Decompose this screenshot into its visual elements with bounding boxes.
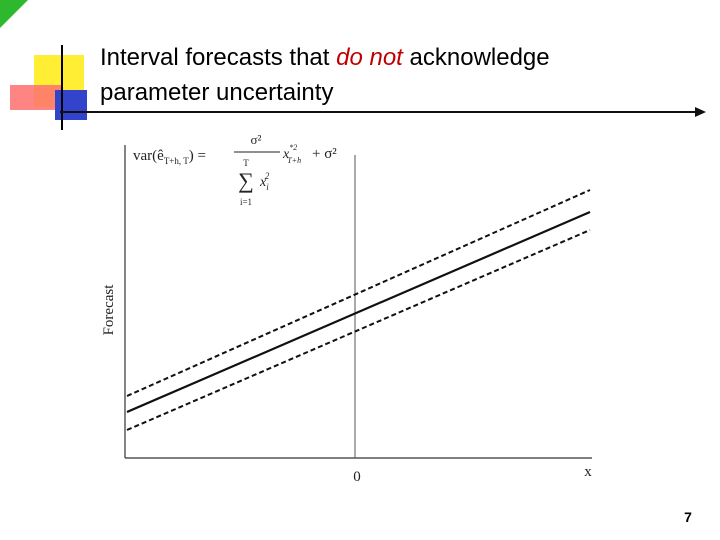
y-axis-label: Forecast <box>101 284 117 336</box>
arrow-head <box>695 107 706 117</box>
formula-part: i=1 <box>240 197 252 207</box>
title-text: Interval forecasts that <box>100 44 330 71</box>
upper-band <box>126 189 591 397</box>
slide-title: parameter uncertainty <box>100 79 333 106</box>
title-text: acknowledge <box>410 44 550 71</box>
formula-part: i <box>266 182 269 192</box>
formula-part: T <box>243 158 249 168</box>
formula-part: ) = <box>189 148 206 164</box>
forecast-line <box>126 210 591 414</box>
formula-numerator: σ² <box>251 132 262 147</box>
formula-factor: x*2 T+h <box>282 143 301 165</box>
origin-label: 0 <box>353 469 361 485</box>
x-axis-label: x <box>584 464 592 480</box>
page-number: 7 <box>684 509 692 525</box>
decoration-square <box>55 90 87 120</box>
formula: var(êT+h, T) = σ² T ∑ i=1 xi2 x*2 T+h + σ… <box>133 132 337 207</box>
slide-title: Interval forecasts that do not acknowled… <box>100 44 550 71</box>
formula-tail: + σ² <box>312 146 337 162</box>
decoration-square <box>10 85 62 110</box>
corner-decoration <box>0 0 28 28</box>
formula-lhs: var(êT+h, T) = <box>133 148 206 166</box>
figure: Forecast 0 x var(êT+h, T) = σ² T ∑ i=1 x… <box>101 132 592 485</box>
formula-part: 2 <box>265 171 270 181</box>
formula-part: T+h <box>287 156 301 165</box>
formula-part: *2 <box>289 143 297 152</box>
formula-part: var(ê <box>133 148 164 164</box>
formula-part: x <box>282 147 290 162</box>
formula-part: T+h, T <box>164 156 189 166</box>
formula-part: x <box>259 175 267 190</box>
formula-part: ∑ <box>238 168 254 193</box>
title-emphasis: do not <box>336 44 404 71</box>
lower-band <box>126 229 591 431</box>
formula-term: xi2 <box>259 171 270 192</box>
